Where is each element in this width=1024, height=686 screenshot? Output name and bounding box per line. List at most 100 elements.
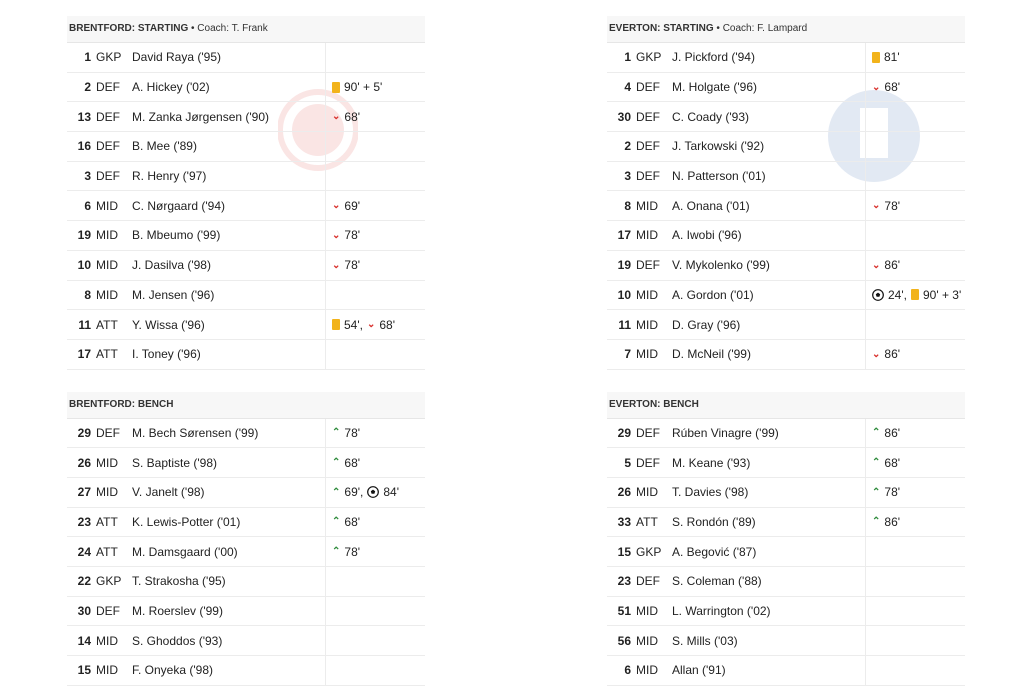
player-name[interactable]: K. Lewis-Potter ('01) bbox=[132, 514, 241, 529]
player-name[interactable]: Y. Wissa ('96) bbox=[132, 317, 205, 332]
player-name[interactable]: J. Dasilva ('98) bbox=[132, 258, 211, 273]
event-time: 68' bbox=[884, 80, 901, 95]
player-name[interactable]: C. Nørgaard ('94) bbox=[132, 198, 225, 213]
player-name[interactable]: M. Roerslev ('99) bbox=[132, 604, 223, 619]
player-name[interactable]: N. Patterson ('01) bbox=[672, 169, 766, 184]
player-name[interactable]: B. Mee ('89) bbox=[132, 139, 197, 154]
player-events: ⌄ 86' bbox=[865, 339, 965, 369]
player-events bbox=[865, 656, 965, 685]
player-name[interactable]: D. Gray ('96) bbox=[672, 317, 741, 332]
player-name[interactable]: S. Rondón ('89) bbox=[672, 514, 756, 529]
player-row[interactable]: 33 ATT S. Rondón ('89) ⌃ 86' bbox=[607, 507, 965, 538]
player-name[interactable]: M. Zanka Jørgensen ('90) bbox=[132, 109, 270, 124]
player-name[interactable]: D. McNeil ('99) bbox=[672, 347, 751, 362]
player-row[interactable]: 23 DEF S. Coleman ('88) bbox=[607, 567, 965, 597]
player-row[interactable]: 7 MID D. McNeil ('99) ⌄ 86' bbox=[607, 339, 965, 370]
player-name[interactable]: A. Onana ('01) bbox=[672, 198, 750, 213]
player-name[interactable]: David Raya ('95) bbox=[132, 50, 221, 65]
player-row[interactable]: 8 MID A. Onana ('01) ⌄ 78' bbox=[607, 191, 965, 222]
player-row[interactable]: 22 GKP T. Strakosha ('95) bbox=[67, 567, 425, 597]
player-name[interactable]: B. Mbeumo ('99) bbox=[132, 228, 221, 243]
player-name[interactable]: A. Hickey ('02) bbox=[132, 80, 210, 95]
player-name[interactable]: L. Warrington ('02) bbox=[672, 604, 771, 619]
shirt-number: 1 bbox=[84, 50, 91, 65]
player-row[interactable]: 17 ATT I. Toney ('96) bbox=[67, 339, 425, 370]
player-name[interactable]: T. Davies ('98) bbox=[672, 485, 749, 500]
player-row[interactable]: 27 MID V. Janelt ('98) ⌃ 69', 84' bbox=[67, 477, 425, 508]
player-row[interactable]: 15 GKP A. Begović ('87) bbox=[607, 537, 965, 567]
player-name[interactable]: A. Iwobi ('96) bbox=[672, 228, 742, 243]
player-row[interactable]: 10 MID J. Dasilva ('98) ⌄ 78' bbox=[67, 250, 425, 281]
player-row[interactable]: 1 GKP J. Pickford ('94) 81' bbox=[607, 43, 965, 73]
player-row[interactable]: 19 MID B. Mbeumo ('99) ⌄ 78' bbox=[67, 221, 425, 251]
player-name[interactable]: S. Coleman ('88) bbox=[672, 574, 762, 589]
player-row[interactable]: 30 DEF C. Coady ('93) bbox=[607, 102, 965, 133]
brentford-bench-list: 29 DEF M. Bech Sørensen ('99) ⌃ 78' 26 MID S. B… bbox=[67, 418, 425, 686]
player-row[interactable]: 4 DEF M. Holgate ('96) ⌄ 68' bbox=[607, 72, 965, 103]
player-name[interactable]: V. Mykolenko ('99) bbox=[672, 258, 770, 273]
player-row[interactable]: 3 DEF N. Patterson ('01) bbox=[607, 161, 965, 192]
player-row[interactable]: 30 DEF M. Roerslev ('99) bbox=[67, 596, 425, 627]
player-row[interactable]: 6 MID C. Nørgaard ('94) ⌄ 69' bbox=[67, 191, 425, 222]
sub-off-arrow-icon: ⌄ bbox=[332, 200, 341, 212]
player-name[interactable]: M. Keane ('93) bbox=[672, 455, 751, 470]
player-name[interactable]: C. Coady ('93) bbox=[672, 109, 749, 124]
player-position: DEF bbox=[636, 169, 660, 184]
player-row[interactable]: 17 MID A. Iwobi ('96) bbox=[607, 221, 965, 251]
player-row[interactable]: 24 ATT M. Damsgaard ('00) ⌃ 78' bbox=[67, 537, 425, 567]
player-row[interactable]: 29 DEF Rúben Vinagre ('99) ⌃ 86' bbox=[607, 418, 965, 449]
player-row[interactable]: 3 DEF R. Henry ('97) bbox=[67, 161, 425, 192]
player-row[interactable]: 8 MID M. Jensen ('96) bbox=[67, 280, 425, 311]
player-row[interactable]: 26 MID T. Davies ('98) ⌃ 78' bbox=[607, 477, 965, 508]
player-row[interactable]: 16 DEF B. Mee ('89) bbox=[67, 132, 425, 162]
player-name[interactable]: Allan ('91) bbox=[672, 663, 726, 678]
everton-coach: • Coach: F. Lampard bbox=[716, 23, 808, 34]
player-name[interactable]: R. Henry ('97) bbox=[132, 169, 207, 184]
player-name[interactable]: S. Baptiste ('98) bbox=[132, 455, 217, 470]
event-time: 81' bbox=[884, 50, 900, 65]
player-name[interactable]: A. Begović ('87) bbox=[672, 544, 757, 559]
player-row[interactable]: 11 MID D. Gray ('96) bbox=[607, 310, 965, 340]
player-row[interactable]: 2 DEF J. Tarkowski ('92) bbox=[607, 132, 965, 162]
player-row[interactable]: 6 MID Allan ('91) bbox=[607, 656, 965, 686]
player-row[interactable]: 19 DEF V. Mykolenko ('99) ⌄ 86' bbox=[607, 250, 965, 281]
player-position: MID bbox=[96, 633, 118, 648]
shirt-number: 19 bbox=[77, 228, 91, 243]
player-name[interactable]: M. Damsgaard ('00) bbox=[132, 544, 238, 559]
player-row[interactable]: 29 DEF M. Bech Sørensen ('99) ⌃ 78' bbox=[67, 418, 425, 449]
player-row[interactable]: 13 DEF M. Zanka Jørgensen ('90) ⌄ 68' bbox=[67, 102, 425, 133]
event-time: 90' + 5' bbox=[344, 80, 383, 95]
player-row[interactable]: 14 MID S. Ghoddos ('93) bbox=[67, 626, 425, 657]
player-name[interactable]: T. Strakosha ('95) bbox=[132, 574, 226, 589]
player-name[interactable]: S. Ghoddos ('93) bbox=[132, 633, 223, 648]
player-row[interactable]: 5 DEF M. Keane ('93) ⌃ 68' bbox=[607, 448, 965, 478]
player-events: 90' + 5' bbox=[325, 72, 425, 102]
player-name[interactable]: J. Pickford ('94) bbox=[672, 50, 755, 65]
player-position: GKP bbox=[96, 50, 122, 65]
player-row[interactable]: 10 MID A. Gordon ('01) 24', 90' + 3' bbox=[607, 280, 965, 311]
player-name[interactable]: Rúben Vinagre ('99) bbox=[672, 425, 779, 440]
player-name[interactable]: F. Onyeka ('98) bbox=[132, 663, 213, 678]
shirt-number: 2 bbox=[84, 80, 91, 95]
shirt-number: 5 bbox=[624, 455, 631, 470]
player-row[interactable]: 2 DEF A. Hickey ('02) 90' + 5' bbox=[67, 72, 425, 103]
player-name[interactable]: A. Gordon ('01) bbox=[672, 287, 754, 302]
shirt-number: 24 bbox=[77, 544, 91, 559]
player-row[interactable]: 23 ATT K. Lewis-Potter ('01) ⌃ 68' bbox=[67, 507, 425, 538]
player-name[interactable]: M. Jensen ('96) bbox=[132, 287, 215, 302]
player-position: MID bbox=[96, 228, 118, 243]
player-row[interactable]: 51 MID L. Warrington ('02) bbox=[607, 596, 965, 627]
sub-off-arrow-icon: ⌄ bbox=[872, 81, 881, 93]
player-row[interactable]: 1 GKP David Raya ('95) bbox=[67, 43, 425, 73]
player-name[interactable]: V. Janelt ('98) bbox=[132, 485, 205, 500]
player-name[interactable]: M. Holgate ('96) bbox=[672, 80, 757, 95]
player-name[interactable]: I. Toney ('96) bbox=[132, 347, 201, 362]
shirt-number: 11 bbox=[78, 317, 91, 332]
player-name[interactable]: S. Mills ('03) bbox=[672, 633, 738, 648]
player-row[interactable]: 11 ATT Y. Wissa ('96) 54', ⌄ 68' bbox=[67, 310, 425, 340]
player-name[interactable]: J. Tarkowski ('92) bbox=[672, 139, 765, 154]
player-name[interactable]: M. Bech Sørensen ('99) bbox=[132, 425, 259, 440]
player-row[interactable]: 26 MID S. Baptiste ('98) ⌃ 68' bbox=[67, 448, 425, 478]
player-row[interactable]: 15 MID F. Onyeka ('98) bbox=[67, 656, 425, 686]
player-row[interactable]: 56 MID S. Mills ('03) bbox=[607, 626, 965, 657]
